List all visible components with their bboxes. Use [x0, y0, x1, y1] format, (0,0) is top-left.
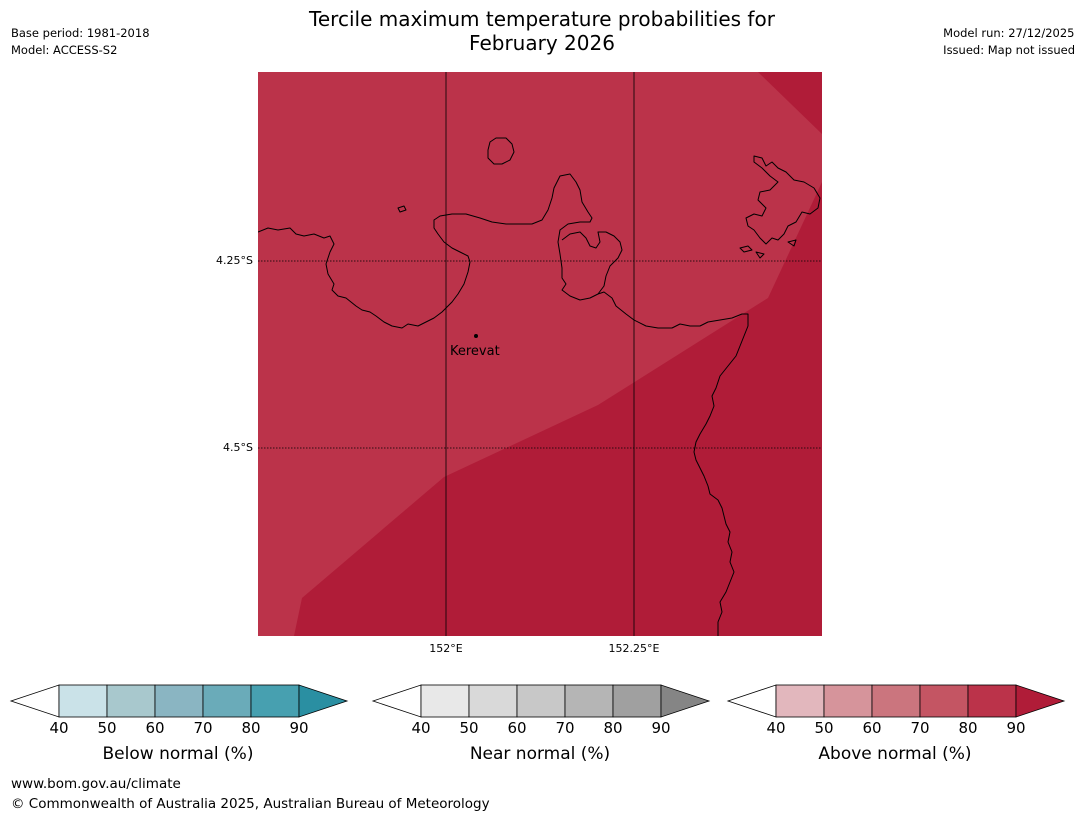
footer-copyright: © Commonwealth of Australia 2025, Austra… — [11, 796, 490, 812]
colorbar-tick-label: 80 — [603, 719, 623, 737]
colorbar-tick-label: 40 — [49, 719, 69, 737]
model-run: Model run: 27/12/2025 — [943, 26, 1075, 40]
colorbar-segment — [250, 684, 300, 718]
kerevat-label: Kerevat — [450, 344, 500, 359]
footer-url: www.bom.gov.au/climate — [11, 776, 181, 792]
colorbar-segment — [58, 684, 108, 718]
colorbar-segment — [564, 684, 614, 718]
meta-right: Model run: 27/12/2025 Issued: Map not is… — [943, 25, 1075, 59]
colorbar-label-above-normal: Above normal (%) — [818, 744, 972, 764]
map-title: Tercile maximum temperature probabilitie… — [242, 7, 842, 55]
coastline-duke-of-york — [745, 155, 821, 245]
lon-label-152: 152°E — [429, 642, 463, 655]
colorbar-segment — [775, 684, 825, 718]
coastline-gazelle — [258, 173, 749, 636]
colorbar-tick-label: 70 — [193, 719, 213, 737]
lon-label-152-25: 152.25°E — [608, 642, 660, 655]
colorbar-segment — [516, 684, 566, 718]
colorbars — [9, 684, 1066, 718]
title-line-1: Tercile maximum temperature probabilitie… — [309, 7, 775, 31]
probability-map: Kerevat — [258, 72, 822, 636]
colorbar-label-near-normal: Near normal (%) — [469, 744, 611, 764]
coastline-peninsula-east — [561, 231, 623, 295]
colorbar-segment — [202, 684, 252, 718]
colorbar-tick-label: 80 — [958, 719, 978, 737]
colorbar-tick-label: 60 — [145, 719, 165, 737]
model-name: Model: ACCESS-S2 — [11, 43, 118, 57]
colorbar-segment — [967, 684, 1017, 718]
colorbar-extend-low — [726, 684, 777, 718]
colorbar-segment — [154, 684, 204, 718]
issued-status: Issued: Map not issued — [943, 43, 1075, 57]
colorbar-extend-high — [660, 684, 711, 718]
colorbar-segment — [468, 684, 518, 718]
colorbar-tick-label: 90 — [651, 719, 671, 737]
colorbar-near-normal — [371, 684, 711, 718]
base-period: Base period: 1981-2018 — [11, 26, 150, 40]
meta-left: Base period: 1981-2018 Model: ACCESS-S2 — [11, 25, 150, 59]
colorbar-extend-low — [9, 684, 60, 718]
coastline-island-north — [487, 137, 515, 165]
colorbar-tick-label: 40 — [766, 719, 786, 737]
colorbar-segment — [420, 684, 470, 718]
coastline-islet-2 — [755, 251, 765, 259]
coastline-island-small-west — [397, 205, 407, 213]
colorbar-extend-low — [371, 684, 422, 718]
colorbar-below-normal — [9, 684, 349, 718]
colorbar-extend-high — [298, 684, 349, 718]
colorbar-tick-label: 70 — [910, 719, 930, 737]
region-90-plus — [294, 182, 822, 636]
colorbar-tick-label: 80 — [241, 719, 261, 737]
colorbar-segment — [919, 684, 969, 718]
colorbar-tick-label: 50 — [459, 719, 479, 737]
colorbar-tick-label: 90 — [1006, 719, 1026, 737]
footer: www.bom.gov.au/climate © Commonwealth of… — [11, 774, 490, 814]
colorbar-tick-label: 90 — [289, 719, 309, 737]
colorbar-segment — [612, 684, 662, 718]
colorbar-tick-label: 50 — [814, 719, 834, 737]
colorbar-tick-label: 50 — [97, 719, 117, 737]
colorbar-tick-label: 60 — [862, 719, 882, 737]
colorbar-tick-label: 70 — [555, 719, 575, 737]
title-line-2: February 2026 — [469, 31, 615, 55]
colorbar-extend-high — [1015, 684, 1066, 718]
colorbar-above-normal — [726, 684, 1066, 718]
colorbar-tick-label: 40 — [411, 719, 431, 737]
coastline-islet-3 — [787, 239, 797, 247]
colorbar-segment — [823, 684, 873, 718]
region-90-plus-corner — [758, 72, 822, 134]
colorbar-segment — [106, 684, 156, 718]
colorbar-label-below-normal: Below normal (%) — [102, 744, 254, 764]
lat-label-4-5: 4.5°S — [223, 441, 253, 454]
colorbar-tick-label: 60 — [507, 719, 527, 737]
kerevat-marker — [474, 334, 478, 338]
colorbar-segment — [871, 684, 921, 718]
lat-label-4-25: 4.25°S — [216, 254, 253, 267]
coastline-islet-1 — [739, 245, 753, 253]
